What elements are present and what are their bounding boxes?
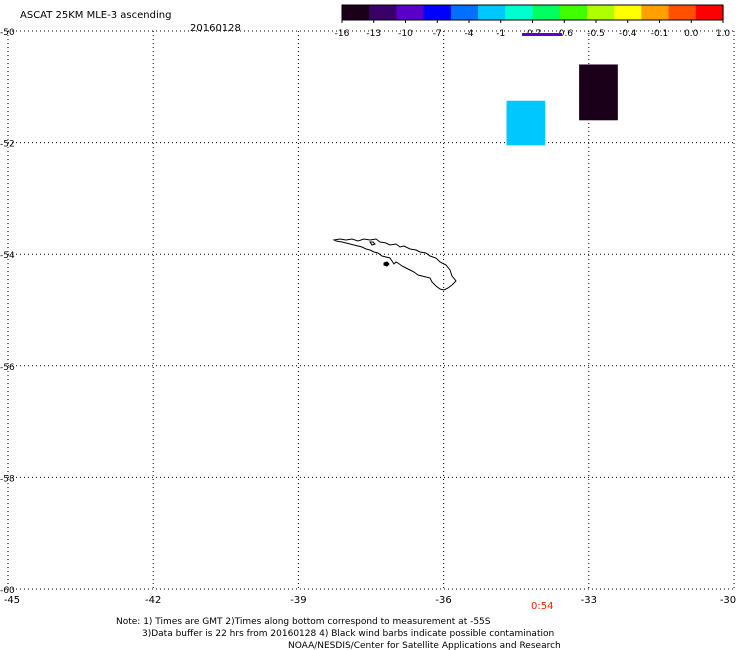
longitude-labels: -45 -42 -39 -36 -33 -30 — [4, 595, 736, 606]
south-georgia-coastline — [332, 238, 457, 291]
latitude-labels: -50 -52 -54 -56 -58 -60 — [0, 28, 15, 596]
colorbar-swatch — [532, 5, 561, 20]
wind-data-cell — [506, 100, 546, 146]
colorbar-tick-label: -0.1 — [651, 29, 669, 39]
colorbar-swatch — [478, 5, 506, 20]
colorbar-tick-label: -13 — [366, 29, 381, 39]
note-line-1: Note: 1) Times are GMT 2)Times along bot… — [116, 617, 491, 627]
colorbar-tick-label: 0.0 — [684, 29, 699, 39]
note-line-3: NOAA/NESDIS/Center for Satellite Applica… — [288, 641, 561, 650]
latitude-label: -58 — [0, 474, 15, 484]
graticule — [7, 30, 735, 590]
colorbar-tick-labels: -16-13-10-7-4-1-0.7-0.6-0.5-0.4-0.10.01.… — [335, 20, 731, 39]
longitude-label: -36 — [435, 595, 451, 606]
colorbar-swatch — [505, 5, 534, 20]
colorbar-swatches — [342, 5, 724, 20]
colorbar-tick-label: -0.4 — [619, 29, 637, 39]
colorbar-swatch — [342, 5, 370, 20]
latitude-label: -54 — [0, 251, 15, 261]
product-title: ASCAT 25KM MLE-3 ascending — [20, 10, 171, 21]
colorbar-swatch — [423, 5, 452, 20]
colorbar-range-marker — [522, 33, 562, 36]
colorbar-tick-label: -0.6 — [555, 29, 573, 39]
measurement-time-label: 0:54 — [531, 601, 553, 612]
colorbar-swatch — [695, 5, 724, 20]
colorbar-tick-label: -0.5 — [587, 29, 605, 39]
wind-data-cell — [579, 64, 618, 121]
longitude-label: -30 — [720, 595, 736, 606]
colorbar-swatch — [559, 5, 588, 20]
colorbar-tick-label: -1 — [496, 29, 505, 39]
colorbar-tick-label: -16 — [335, 29, 350, 39]
longitude-label: -33 — [581, 595, 597, 606]
colorbar-swatch — [586, 5, 615, 20]
latitude-label: -56 — [0, 363, 15, 373]
colorbar-swatch — [396, 5, 425, 20]
colorbar-tick-label: -4 — [465, 29, 474, 39]
colorbar: -16-13-10-7-4-1-0.7-0.6-0.5-0.4-0.10.01.… — [335, 4, 731, 39]
colorbar-tick-label: -7 — [433, 29, 442, 39]
colorbar-swatch — [668, 5, 697, 20]
colorbar-swatch — [641, 5, 670, 20]
longitude-label: -42 — [145, 595, 161, 606]
colorbar-swatch — [450, 5, 479, 20]
wind-data-cells — [506, 64, 618, 146]
latitude-label: -52 — [0, 140, 15, 150]
product-date: 20160128 — [190, 23, 241, 34]
colorbar-swatch — [614, 5, 642, 20]
latitude-label: -50 — [0, 28, 15, 38]
latitude-label: -60 — [0, 586, 15, 596]
note-line-2: 3)Data buffer is 22 hrs from 20160128 4)… — [142, 629, 554, 639]
colorbar-tick-label: -10 — [398, 29, 413, 39]
colorbar-tick-label: 1.0 — [716, 29, 731, 39]
longitude-label: -45 — [4, 595, 20, 606]
longitude-label: -39 — [290, 595, 306, 606]
colorbar-swatch — [369, 5, 398, 20]
